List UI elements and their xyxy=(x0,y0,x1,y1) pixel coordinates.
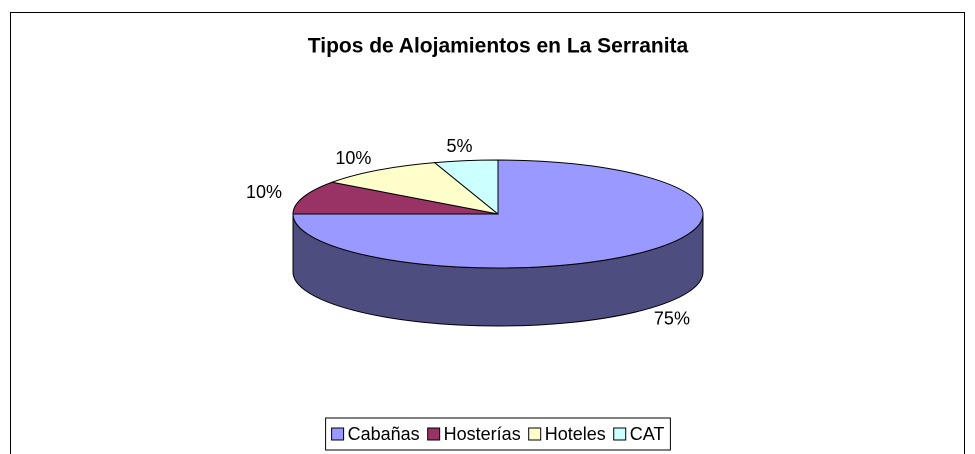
data-label: 10% xyxy=(246,182,282,202)
data-label: 5% xyxy=(447,136,473,156)
data-label: 75% xyxy=(654,308,690,328)
slice xyxy=(330,162,499,215)
legend: Cabañas Hosterías Hoteles CAT xyxy=(325,417,671,451)
slice xyxy=(292,181,499,215)
legend-swatch xyxy=(613,427,627,441)
slice xyxy=(433,159,499,216)
legend-label: CAT xyxy=(630,424,665,444)
data-label: 10% xyxy=(335,148,371,168)
legend-swatch xyxy=(427,427,441,441)
legend-box xyxy=(325,417,671,451)
legend-label: Hosterías xyxy=(444,424,521,444)
legend-label: Cabañas xyxy=(348,424,420,444)
legend-label: Hoteles xyxy=(545,424,606,444)
legend-swatch xyxy=(331,427,345,441)
chart-title: Tipos de Alojamientos en La Serranita xyxy=(308,35,689,58)
legend-swatch xyxy=(528,427,542,441)
